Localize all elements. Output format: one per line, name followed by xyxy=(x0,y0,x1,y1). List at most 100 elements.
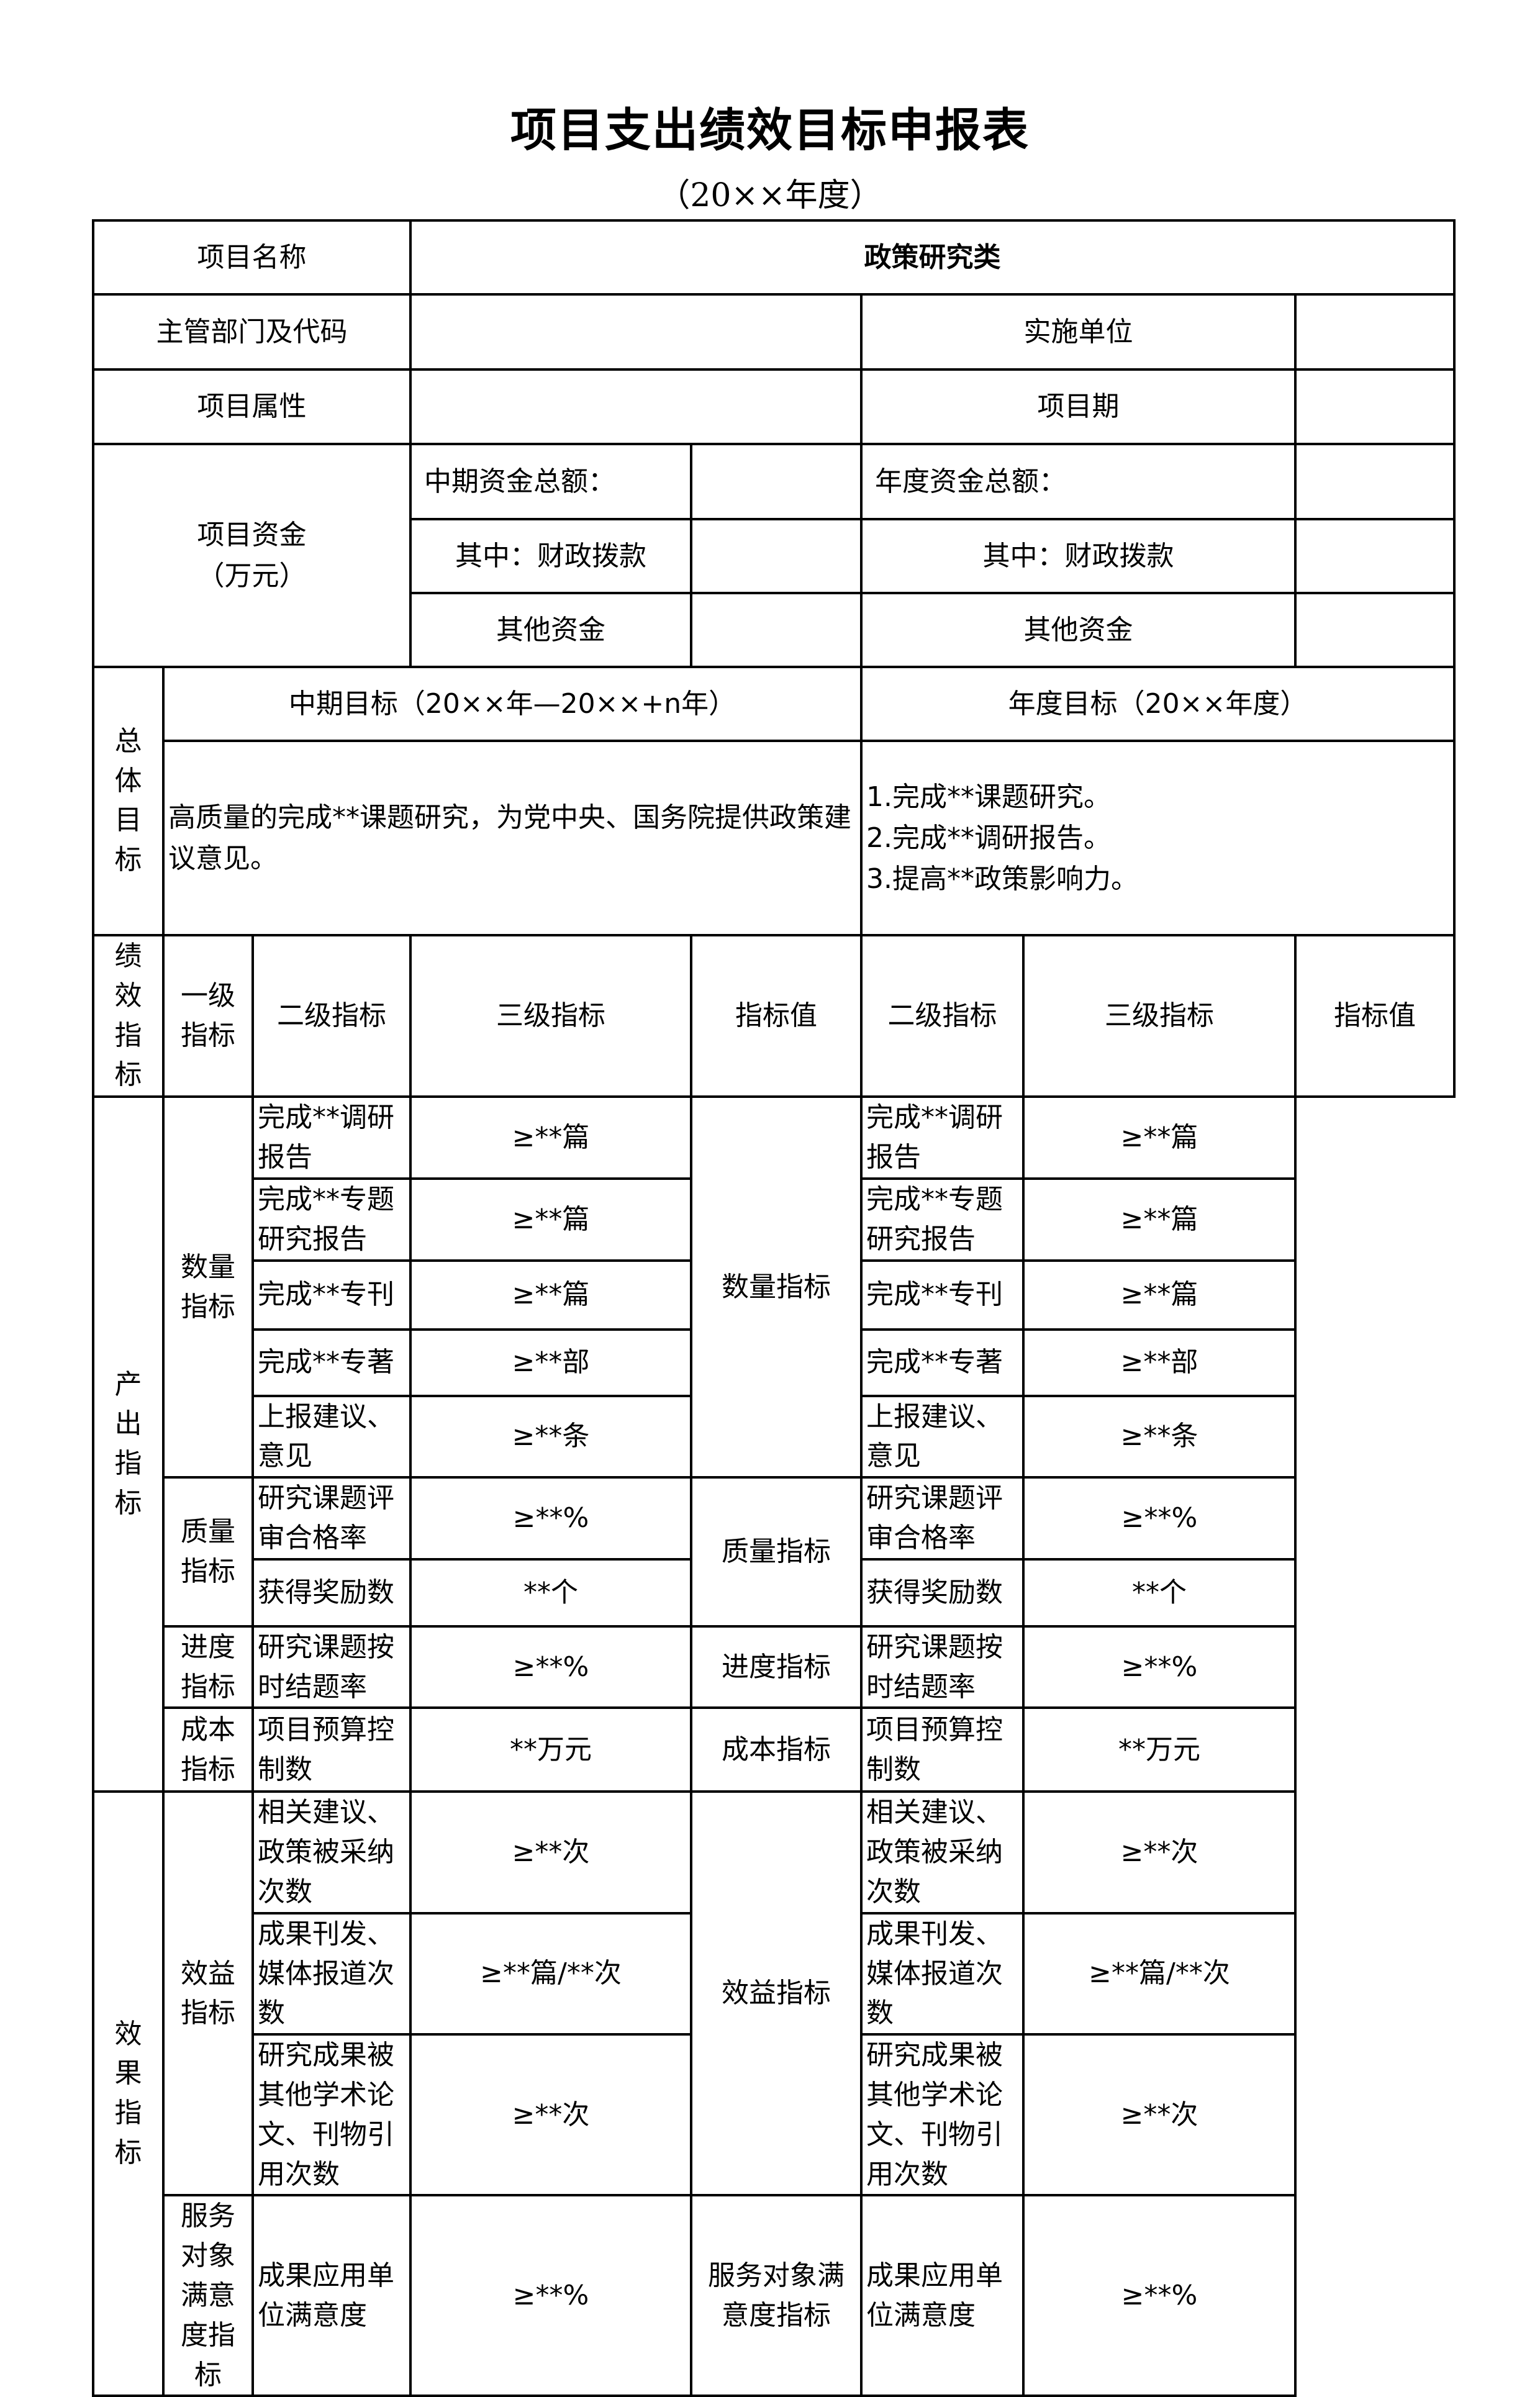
indicator-row: 成本指标 项目预算控制数 **万元 成本指标 项目预算控制数 **万元 xyxy=(93,1706,1454,1793)
group-progress-year: 进度指标 xyxy=(690,1624,863,1710)
indicator-item-year[interactable]: 成果应用单位满意度 xyxy=(860,2194,1025,2397)
indicator-value-mid[interactable]: ≥**次 xyxy=(409,1790,692,1914)
indicator-item-year[interactable]: 研究课题评审合格率 xyxy=(860,1476,1025,1561)
performance-target-table: 项目名称 政策研究类 主管部门及代码 实施单位 项目属性 项目期 项目资金 （万… xyxy=(92,219,1456,2397)
year-fiscal-label: 其中：财政拨款 xyxy=(860,518,1297,594)
indicator-row: 上报建议、意见 ≥**条 上报建议、意见 ≥**条 xyxy=(93,1394,1454,1479)
indicator-row: 成果刊发、媒体报道次数 ≥**篇/**次 成果刊发、媒体报道次数 ≥**篇/**次 xyxy=(93,1911,1454,2036)
indicator-item-mid[interactable]: 成果应用单位满意度 xyxy=(251,2194,412,2397)
indicator-item-mid[interactable]: 完成**专题研究报告 xyxy=(251,1177,412,1262)
group-satisfaction-year: 服务对象满意度指标 xyxy=(690,2194,863,2397)
mid-goal-header: 中期目标（20××年—20××+n年） xyxy=(162,666,863,742)
effect-indicator-label: 效果指标 xyxy=(92,1790,165,2397)
indicator-value-year[interactable]: ≥**条 xyxy=(1022,1394,1297,1479)
indicator-item-year[interactable]: 上报建议、意见 xyxy=(860,1394,1025,1479)
indicator-item-mid[interactable]: 上报建议、意见 xyxy=(251,1394,412,1479)
indicator-value-year[interactable]: **个 xyxy=(1022,1557,1297,1628)
indicator-item-year[interactable]: 研究课题按时结题率 xyxy=(860,1624,1025,1710)
indicator-value-year[interactable]: ≥**篇/**次 xyxy=(1022,1911,1297,2036)
header-level3-mid: 三级指标 xyxy=(409,933,692,1099)
group-benefit-year: 效益指标 xyxy=(690,1790,863,2197)
indicator-item-mid[interactable]: 完成**专著 xyxy=(251,1328,412,1397)
indicator-item-mid[interactable]: 项目预算控制数 xyxy=(251,1706,412,1793)
indicator-value-mid[interactable]: **个 xyxy=(409,1557,692,1628)
indicator-value-mid[interactable]: ≥**% xyxy=(409,1476,692,1561)
indicator-item-year[interactable]: 研究成果被其他学术论文、刊物引用次数 xyxy=(860,2033,1025,2197)
impl-unit-value[interactable] xyxy=(1293,293,1456,371)
output-indicator-label: 产出指标 xyxy=(92,1095,165,1793)
indicator-item-year[interactable]: 获得奖励数 xyxy=(860,1557,1025,1628)
indicator-value-year[interactable]: ≥**% xyxy=(1022,1624,1297,1710)
indicator-item-year[interactable]: 完成**调研报告 xyxy=(860,1095,1025,1180)
mid-fiscal-value[interactable] xyxy=(690,518,863,594)
impl-unit-label: 实施单位 xyxy=(860,293,1297,371)
indicator-item-year[interactable]: 完成**专著 xyxy=(860,1328,1025,1397)
indicator-value-year[interactable]: ≥**次 xyxy=(1022,2033,1297,2197)
indicator-item-year[interactable]: 完成**专刊 xyxy=(860,1259,1025,1331)
indicator-item-mid[interactable]: 研究课题评审合格率 xyxy=(251,1476,412,1561)
year-total-label: 年度资金总额： xyxy=(860,443,1297,520)
indicator-value-mid[interactable]: ≥**篇 xyxy=(409,1095,692,1180)
indicator-value-mid[interactable]: ≥**次 xyxy=(409,2033,692,2197)
indicator-value-mid[interactable]: ≥**篇 xyxy=(409,1259,692,1331)
indicator-value-mid[interactable]: **万元 xyxy=(409,1706,692,1793)
indicator-item-year[interactable]: 相关建议、政策被采纳次数 xyxy=(860,1790,1025,1914)
header-value-mid: 指标值 xyxy=(690,933,863,1099)
indicator-item-mid[interactable]: 完成**调研报告 xyxy=(251,1095,412,1180)
dept-value[interactable] xyxy=(409,293,863,371)
indicator-row: 产出指标 数量指标 完成**调研报告 ≥**篇 数量指标 完成**调研报告 ≥**篇 xyxy=(92,1095,1454,1793)
year-goal-text[interactable]: 1.完成**课题研究。 2.完成**调研报告。 3.提高**政策影响力。 xyxy=(859,740,1456,936)
indicator-item-mid[interactable]: 研究成果被其他学术论文、刊物引用次数 xyxy=(251,2033,412,2197)
form-subtitle: （20××年度） xyxy=(658,177,882,214)
indicator-value-year[interactable]: ≥**篇 xyxy=(1022,1259,1297,1331)
year-goal-header: 年度目标（20××年度） xyxy=(859,666,1456,742)
indicator-item-mid[interactable]: 成果刊发、媒体报道次数 xyxy=(251,1911,412,2036)
group-benefit-mid: 效益指标 xyxy=(162,1790,254,2197)
attr-value[interactable] xyxy=(409,368,863,445)
funds-unit: （万元） xyxy=(197,560,307,592)
indicator-row: 完成**专题研究报告 ≥**篇 完成**专题研究报告 ≥**篇 xyxy=(93,1177,1454,1262)
project-name-value[interactable]: 政策研究类 xyxy=(409,219,1456,296)
indicator-value-year[interactable]: ≥**部 xyxy=(1022,1328,1297,1397)
indicator-value-year[interactable]: ≥**% xyxy=(1022,2194,1297,2397)
indicator-item-year[interactable]: 成果刊发、媒体报道次数 xyxy=(860,1911,1025,2036)
funds-label-text: 项目资金 xyxy=(197,519,307,551)
indicator-value-mid[interactable]: ≥**% xyxy=(409,2194,692,2397)
indicator-row: 获得奖励数 **个 获得奖励数 **个 xyxy=(93,1557,1454,1628)
indicator-item-mid[interactable]: 获得奖励数 xyxy=(251,1557,412,1628)
mid-goal-text[interactable]: 高质量的完成**课题研究，为党中央、国务院提供政策建议意见。 xyxy=(162,740,863,936)
indicator-row: 完成**专著 ≥**部 完成**专著 ≥**部 xyxy=(93,1328,1454,1397)
indicator-value-mid[interactable]: ≥**篇 xyxy=(409,1177,692,1262)
indicator-item-mid[interactable]: 完成**专刊 xyxy=(251,1259,412,1331)
period-value[interactable] xyxy=(1293,368,1456,445)
indicator-item-mid[interactable]: 研究课题按时结题率 xyxy=(251,1624,412,1710)
indicator-row: 效果指标 效益指标 相关建议、政策被采纳次数 ≥**次 效益指标 相关建议、政策被采纳次数… xyxy=(92,1790,1454,2397)
year-other-value[interactable] xyxy=(1293,592,1456,668)
indicator-value-mid[interactable]: ≥**篇/**次 xyxy=(409,1911,692,2036)
indicator-item-mid[interactable]: 相关建议、政策被采纳次数 xyxy=(251,1790,412,1914)
indicator-item-year[interactable]: 完成**专题研究报告 xyxy=(860,1177,1025,1262)
header-level2-mid: 二级指标 xyxy=(251,933,412,1099)
funds-label: 项目资金 （万元） xyxy=(92,443,412,668)
group-cost-year: 成本指标 xyxy=(690,1706,863,1793)
group-quality-year: 质量指标 xyxy=(690,1476,863,1628)
mid-other-label: 其他资金 xyxy=(409,592,692,668)
mid-total-label: 中期资金总额： xyxy=(409,443,692,520)
indicator-value-year[interactable]: ≥**篇 xyxy=(1022,1095,1297,1180)
group-quantity-year: 数量指标 xyxy=(690,1095,863,1479)
mid-other-value[interactable] xyxy=(690,592,863,668)
indicator-value-mid[interactable]: ≥**部 xyxy=(409,1328,692,1397)
mid-total-value[interactable] xyxy=(690,443,863,520)
year-fiscal-value[interactable] xyxy=(1293,518,1456,594)
indicator-value-year[interactable]: **万元 xyxy=(1022,1706,1297,1793)
indicator-value-year[interactable]: ≥**篇 xyxy=(1022,1177,1297,1262)
header-level1: 一级指标 xyxy=(162,933,254,1099)
indicator-value-year[interactable]: ≥**% xyxy=(1022,1476,1297,1561)
year-total-value[interactable] xyxy=(1293,443,1456,520)
form-title: 项目支出绩效目标申报表 xyxy=(510,104,1030,157)
indicator-value-mid[interactable]: ≥**% xyxy=(409,1624,692,1710)
indicator-item-year[interactable]: 项目预算控制数 xyxy=(860,1706,1025,1793)
indicator-value-year[interactable]: ≥**次 xyxy=(1022,1790,1297,1914)
indicator-value-mid[interactable]: ≥**条 xyxy=(409,1394,692,1479)
indicator-row: 服务对象满意度指标 成果应用单位满意度 ≥**% 服务对象满意度指标 成果应用单位满意度… xyxy=(93,2194,1454,2397)
